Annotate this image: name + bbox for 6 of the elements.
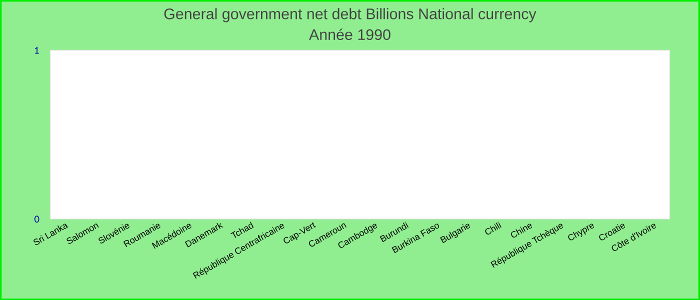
y-tick-label: 0 [34, 215, 40, 222]
y-tick-label: 1 [35, 46, 39, 54]
chart-subtitle: Année 1990 [309, 28, 390, 40]
x-tick-label: Chine [510, 224, 532, 238]
chart-title: General government net debt Billions National currency [164, 8, 536, 22]
x-tick-label: Chili [485, 222, 502, 234]
